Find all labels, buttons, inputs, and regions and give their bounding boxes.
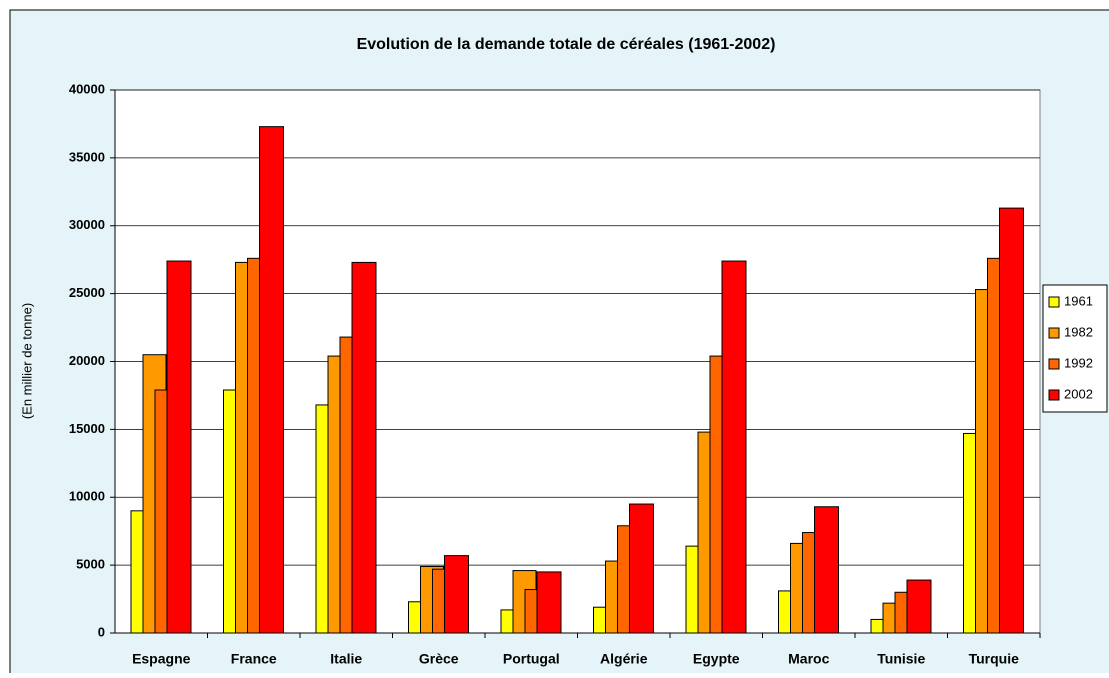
y-tick-label: 5000: [76, 557, 105, 572]
bar: [999, 207, 1024, 634]
bar: [223, 389, 236, 634]
bar: [709, 355, 723, 634]
bar: [814, 506, 839, 634]
bar: [130, 510, 144, 634]
bar: [536, 571, 562, 634]
bar: [351, 261, 377, 634]
legend-swatch: [1048, 296, 1060, 308]
x-tick-label: Portugal: [503, 651, 560, 667]
legend-swatch: [1048, 389, 1060, 401]
x-tick-label: Turquie: [969, 651, 1020, 667]
legend-label: 1992: [1064, 355, 1093, 370]
bar: [963, 432, 976, 634]
x-tick-label: Italie: [330, 651, 362, 667]
chart-title: Evolution de la demande totale de céréal…: [357, 36, 776, 53]
legend-label: 2002: [1064, 386, 1093, 401]
bar: [721, 260, 747, 634]
bar: [894, 591, 908, 634]
bar: [524, 589, 538, 634]
bar: [906, 579, 932, 634]
bar: [870, 618, 884, 634]
bar: [315, 404, 329, 634]
x-tick-label: Grèce: [419, 651, 459, 667]
bar: [408, 601, 421, 634]
y-axis-label: (En millier de tonne): [19, 303, 34, 419]
bar: [802, 532, 815, 634]
legend-label: 1961: [1064, 293, 1093, 308]
bar: [629, 503, 654, 634]
bar: [444, 555, 469, 634]
bar: [617, 525, 630, 634]
y-tick-label: 40000: [69, 81, 105, 96]
y-tick-label: 35000: [69, 149, 105, 164]
y-tick-label: 15000: [69, 421, 105, 436]
y-tick-label: 20000: [69, 353, 105, 368]
legend-swatch: [1048, 327, 1060, 339]
bar: [154, 389, 168, 634]
legend-label: 1982: [1064, 324, 1093, 339]
bar: [166, 260, 192, 634]
bar: [339, 336, 353, 634]
x-tick-label: Algérie: [600, 651, 648, 667]
legend-swatch: [1048, 358, 1060, 370]
y-tick-label: 0: [98, 624, 105, 639]
bar: [987, 257, 1000, 634]
y-tick-label: 10000: [69, 489, 105, 504]
x-tick-label: Egypte: [693, 651, 740, 667]
bar: [593, 606, 606, 634]
y-tick-label: 25000: [69, 285, 105, 300]
x-tick-label: Tunisie: [877, 651, 925, 667]
x-tick-label: Espagne: [132, 651, 191, 667]
x-tick-label: France: [231, 651, 277, 667]
bar: [247, 257, 260, 634]
bar: [778, 590, 791, 634]
bar: [432, 568, 445, 634]
bar: [500, 609, 514, 634]
bar: [685, 545, 699, 634]
bar: [259, 126, 284, 634]
y-tick-label: 30000: [69, 217, 105, 232]
x-tick-label: Maroc: [788, 651, 829, 667]
